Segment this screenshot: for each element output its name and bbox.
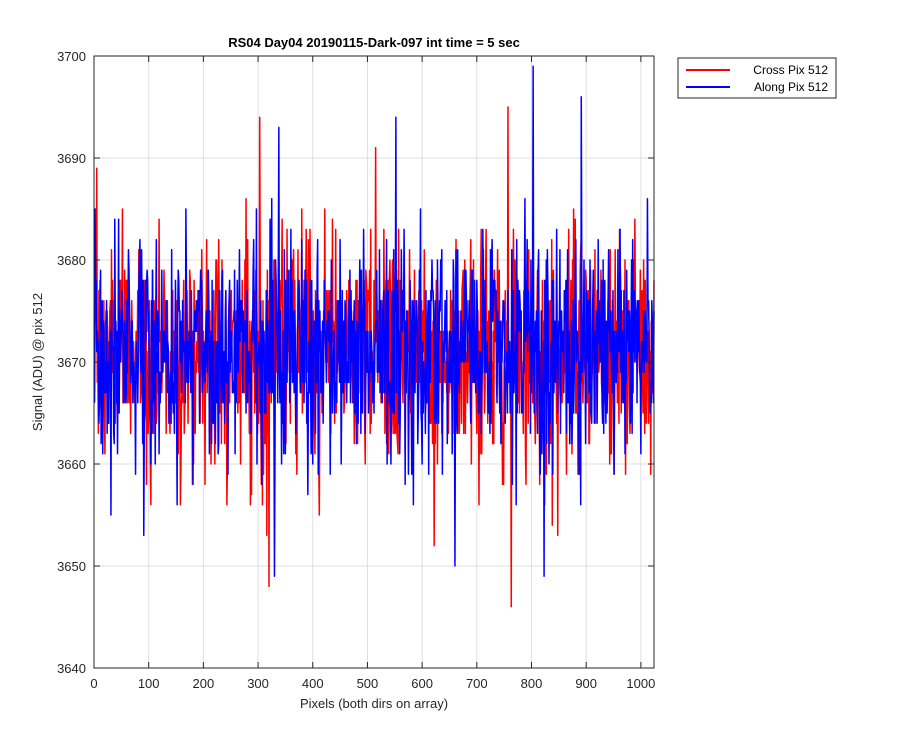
y-tick-label: 3670 (57, 355, 86, 370)
legend-box (677, 57, 837, 99)
x-tick-label: 1000 (626, 676, 655, 691)
y-tick-label: 3690 (57, 151, 86, 166)
x-tick-label: 0 (90, 676, 97, 691)
tick-layer: 0 100 200 300 400 500 600 700 800 900 1000 3640 3650… (57, 49, 655, 691)
y-tick-label: 3660 (57, 457, 86, 472)
x-tick-label: 200 (193, 676, 215, 691)
y-tick-label: 3700 (57, 49, 86, 64)
x-tick-label: 400 (302, 676, 324, 691)
y-axis-label: Signal (ADU) @ pix 512 (30, 293, 45, 431)
chart-title: RS04 Day04 20190115-Dark-097 int time = … (228, 35, 520, 50)
x-tick-label: 100 (138, 676, 160, 691)
x-axis-label: Pixels (both dirs on array) (300, 696, 448, 711)
y-tick-label: 3640 (57, 661, 86, 676)
series-layer (93, 65, 655, 608)
x-tick-label: 700 (466, 676, 488, 691)
x-tick-label: 600 (411, 676, 433, 691)
x-tick-label: 500 (357, 676, 379, 691)
legend: Cross Pix 512 Along Pix 512 (677, 57, 837, 99)
x-tick-label: 900 (575, 676, 597, 691)
series-line-1 (93, 65, 655, 577)
legend-entry-along: Along Pix 512 (754, 80, 828, 94)
x-tick-label: 300 (247, 676, 269, 691)
y-tick-label: 3650 (57, 559, 86, 574)
legend-entry-cross: Cross Pix 512 (753, 63, 828, 77)
x-tick-label: 800 (521, 676, 543, 691)
y-tick-label: 3680 (57, 253, 86, 268)
